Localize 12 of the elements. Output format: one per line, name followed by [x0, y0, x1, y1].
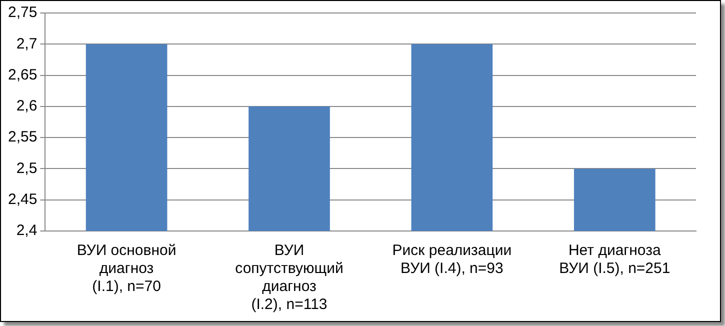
x-tick-label: ВУИ сопутствующий диагноз (I.2), n=113: [235, 242, 344, 314]
y-tick-label: 2,75: [8, 4, 38, 22]
x-tick-label: ВУИ основной диагноз (I.1), n=70: [76, 242, 176, 296]
y-tick-label: 2,7: [16, 35, 38, 52]
y-tick-label: 2,45: [8, 191, 38, 208]
y-tick-label: 2,6: [16, 98, 38, 115]
x-tick-label: Нет диагноза ВУИ (I.5), n=251: [559, 242, 670, 278]
y-tick-label: 2,65: [8, 66, 38, 84]
y-tick-label: 2,55: [8, 128, 38, 146]
y-tick-label: 2,5: [16, 160, 38, 177]
y-tick-label: 2,4: [16, 222, 38, 240]
x-tick-label: Риск реализации ВУИ (I.4), n=93: [392, 242, 512, 278]
